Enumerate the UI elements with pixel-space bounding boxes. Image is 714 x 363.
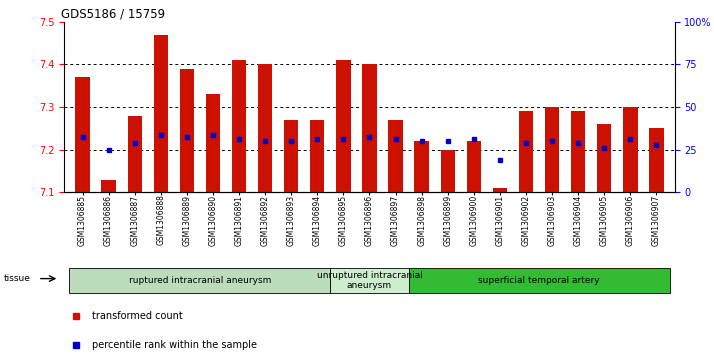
Text: GSM1306907: GSM1306907 [652, 195, 661, 246]
Text: GDS5186 / 15759: GDS5186 / 15759 [61, 8, 166, 21]
Bar [493, 188, 507, 192]
Text: GSM1306899: GSM1306899 [443, 195, 452, 246]
Text: percentile rank within the sample: percentile rank within the sample [91, 340, 257, 350]
Text: GSM1306887: GSM1306887 [130, 195, 139, 246]
Text: superficial temporal artery: superficial temporal artery [478, 276, 600, 285]
Bar [336, 60, 351, 192]
Text: GSM1306888: GSM1306888 [156, 195, 165, 245]
Bar [258, 64, 272, 192]
Bar [571, 111, 585, 192]
Text: GSM1306894: GSM1306894 [313, 195, 322, 246]
Bar [597, 124, 611, 192]
Bar [76, 77, 90, 192]
Text: GSM1306891: GSM1306891 [235, 195, 243, 246]
Text: unruptured intracranial
aneurysm: unruptured intracranial aneurysm [316, 271, 423, 290]
Bar [545, 107, 559, 192]
Bar [362, 64, 377, 192]
Bar [180, 69, 194, 192]
Text: transformed count: transformed count [91, 311, 183, 321]
Bar [623, 107, 638, 192]
Text: GSM1306903: GSM1306903 [548, 195, 557, 246]
Bar [331, 268, 408, 293]
Bar [415, 141, 429, 192]
Text: GSM1306889: GSM1306889 [182, 195, 191, 246]
Text: GSM1306898: GSM1306898 [417, 195, 426, 246]
Text: GSM1306900: GSM1306900 [469, 195, 478, 246]
Bar [101, 180, 116, 192]
Text: GSM1306901: GSM1306901 [496, 195, 504, 246]
Bar [128, 115, 142, 192]
Bar [408, 268, 670, 293]
Bar [69, 268, 331, 293]
Bar [154, 34, 168, 192]
Bar [232, 60, 246, 192]
Bar [467, 141, 481, 192]
Text: GSM1306906: GSM1306906 [626, 195, 635, 246]
Text: ruptured intracranial aneurysm: ruptured intracranial aneurysm [129, 276, 271, 285]
Bar [649, 129, 663, 192]
Text: GSM1306897: GSM1306897 [391, 195, 400, 246]
Text: GSM1306902: GSM1306902 [521, 195, 531, 246]
Bar [310, 120, 324, 192]
Bar [284, 120, 298, 192]
Bar [519, 111, 533, 192]
Bar [206, 94, 220, 192]
Text: GSM1306893: GSM1306893 [287, 195, 296, 246]
Bar [388, 120, 403, 192]
Text: GSM1306885: GSM1306885 [78, 195, 87, 246]
Text: GSM1306890: GSM1306890 [208, 195, 218, 246]
Text: GSM1306896: GSM1306896 [365, 195, 374, 246]
Text: GSM1306895: GSM1306895 [339, 195, 348, 246]
Bar [441, 150, 455, 192]
Text: tissue: tissue [4, 274, 31, 283]
Text: GSM1306904: GSM1306904 [574, 195, 583, 246]
Text: GSM1306892: GSM1306892 [261, 195, 270, 246]
Text: GSM1306886: GSM1306886 [104, 195, 113, 246]
Text: GSM1306905: GSM1306905 [600, 195, 609, 246]
